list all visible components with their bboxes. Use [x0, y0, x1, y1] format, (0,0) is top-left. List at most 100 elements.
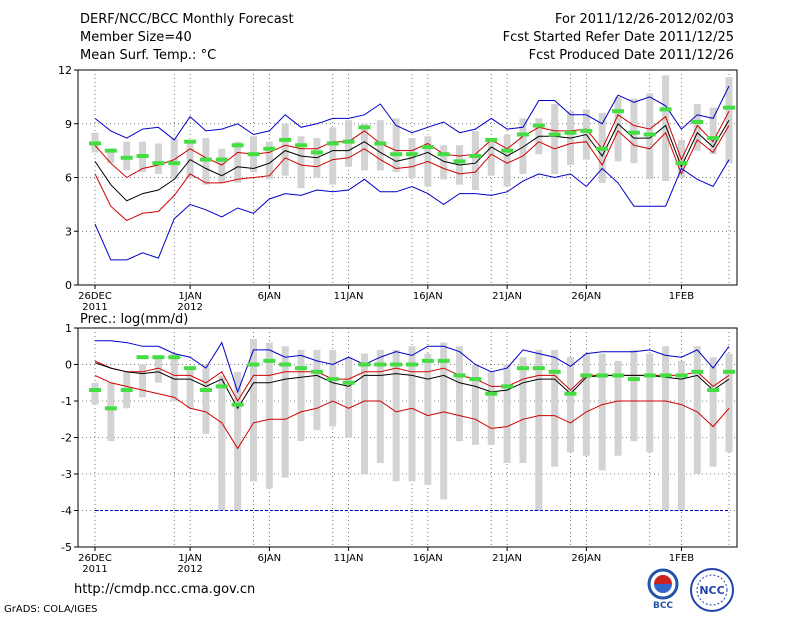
- ensemble-box: [170, 138, 178, 180]
- x-tick-label: 16JAN: [413, 291, 443, 302]
- ensemble-box: [503, 134, 511, 187]
- median-marker: [310, 369, 323, 374]
- median-marker: [358, 362, 371, 367]
- series-lower-line: [94, 125, 730, 222]
- median-marker: [723, 369, 735, 374]
- median-marker: [374, 141, 387, 146]
- median-marker: [485, 391, 498, 396]
- ensemble-box: [218, 375, 226, 511]
- median-marker: [596, 373, 609, 378]
- ensemble-box: [281, 346, 289, 478]
- ensemble-box: [234, 371, 242, 511]
- ensemble-box: [186, 368, 194, 409]
- median-marker: [691, 119, 704, 124]
- y-tick-label: -1: [61, 395, 72, 408]
- y-tick-label: 6: [65, 172, 72, 185]
- median-marker: [326, 377, 339, 382]
- median-marker: [358, 125, 371, 130]
- median-marker: [406, 152, 418, 157]
- y-tick-label: 9: [65, 118, 72, 131]
- x-tick-sublabel: 2011: [82, 302, 107, 313]
- ensemble-box: [139, 364, 147, 398]
- ensemble-box: [313, 349, 321, 431]
- median-marker: [596, 146, 609, 151]
- median-marker: [406, 362, 418, 367]
- ensemble-box: [471, 364, 479, 445]
- grads-credit: GrADS: COLA/IGES: [4, 604, 98, 615]
- median-marker: [612, 373, 625, 378]
- x-tick-label: 21JAN: [492, 291, 522, 302]
- median-marker: [263, 358, 276, 363]
- median-marker: [295, 366, 308, 371]
- ensemble-box: [519, 357, 527, 464]
- median-marker: [707, 388, 720, 393]
- x-tick-label: 26DEC: [78, 553, 112, 564]
- median-marker: [516, 366, 529, 371]
- ensemble-box: [598, 353, 606, 471]
- median-marker: [723, 105, 735, 110]
- ensemble-box: [487, 371, 495, 445]
- median-marker: [659, 107, 672, 112]
- median-marker: [453, 373, 466, 378]
- x-tick-label: 16JAN: [413, 553, 443, 564]
- ensemble-box: [725, 77, 733, 164]
- median-marker: [564, 130, 577, 135]
- precip-subtitle: Prec.: log(mm/d): [80, 312, 188, 327]
- ensemble-box: [345, 357, 353, 438]
- series-lower-line: [94, 374, 730, 450]
- median-marker: [247, 152, 260, 157]
- median-marker: [627, 130, 640, 135]
- ensemble-box: [551, 349, 559, 467]
- median-marker: [469, 377, 482, 382]
- median-marker: [516, 132, 529, 137]
- median-marker: [453, 159, 466, 164]
- source-url[interactable]: http://cmdp.ncc.cma.gov.cn: [74, 582, 256, 597]
- ensemble-box: [471, 130, 479, 191]
- ensemble-box: [551, 104, 559, 174]
- median-marker: [390, 362, 403, 367]
- ensemble-box: [424, 353, 432, 485]
- median-marker: [501, 384, 514, 389]
- variable-label: Mean Surf. Temp.: °C: [80, 48, 217, 63]
- median-marker: [199, 157, 212, 162]
- ensemble-box: [709, 357, 717, 467]
- ensemble-box: [376, 349, 384, 464]
- median-marker: [263, 146, 276, 151]
- ensemble-box: [725, 353, 733, 453]
- median-marker: [469, 154, 482, 158]
- median-marker: [199, 388, 212, 393]
- median-marker: [136, 355, 149, 360]
- median-marker: [279, 362, 292, 367]
- series-min-line: [94, 159, 730, 261]
- ensemble-box: [614, 96, 622, 162]
- ensemble-box: [250, 338, 257, 482]
- forecast-start-date: Fcst Started Refer Date 2011/12/25: [502, 30, 734, 45]
- x-tick-label: 26JAN: [571, 291, 601, 302]
- ensemble-box: [535, 349, 543, 511]
- series-max-line: [94, 85, 730, 141]
- ensemble-box: [281, 123, 289, 176]
- median-marker: [501, 148, 514, 153]
- median-marker: [120, 155, 133, 160]
- x-tick-label: 1JAN: [178, 291, 201, 302]
- ensemble-box: [202, 364, 210, 434]
- x-tick-label: 26JAN: [571, 553, 601, 564]
- median-marker: [548, 132, 561, 137]
- ensemble-box: [234, 141, 242, 183]
- ensemble-box: [693, 346, 701, 474]
- ensemble-box: [154, 357, 162, 383]
- median-marker: [580, 128, 593, 133]
- y-tick-label: -4: [61, 505, 72, 518]
- x-tick-sublabel: 2011: [82, 564, 107, 575]
- series-upper-line: [94, 110, 730, 179]
- y-tick-label: 0: [65, 359, 72, 372]
- x-tick-sublabel: 2012: [177, 302, 202, 313]
- median-marker: [627, 377, 640, 382]
- median-marker: [643, 373, 656, 378]
- median-marker: [279, 137, 292, 142]
- median-marker: [612, 109, 625, 114]
- x-tick-sublabel: 2012: [177, 564, 202, 575]
